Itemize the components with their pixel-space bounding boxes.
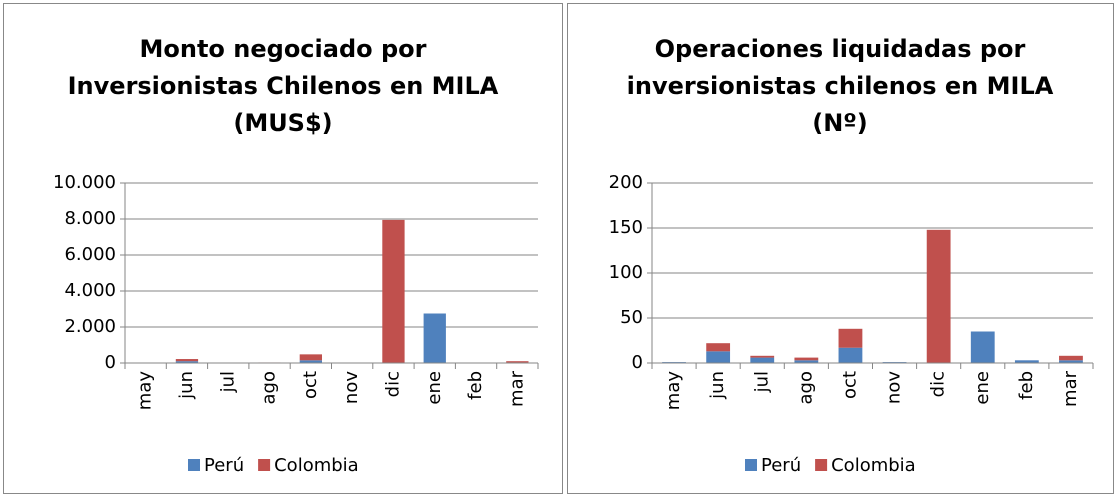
bar (299, 354, 323, 361)
bar (423, 313, 446, 363)
x-tick-label: mar (506, 370, 527, 407)
bar (706, 343, 731, 352)
bar (299, 360, 323, 363)
legend-swatch (188, 459, 200, 471)
legend-label: Perú (761, 455, 801, 476)
x-tick-label: oct (300, 371, 321, 399)
panel-border (567, 3, 1114, 494)
x-tick-label: jun (707, 371, 728, 400)
panel-border (3, 3, 563, 494)
y-tick-label: 0 (632, 352, 643, 373)
y-tick-label: 0 (105, 352, 116, 373)
bar (506, 361, 529, 363)
bar (926, 229, 951, 363)
legend-swatch (258, 459, 271, 471)
y-tick-label: 100 (609, 262, 643, 283)
bar (970, 331, 995, 363)
x-tick-label: may (663, 371, 684, 411)
x-tick-label: oct (839, 371, 860, 399)
bar (1059, 355, 1083, 361)
bar (175, 361, 199, 363)
bar (1059, 360, 1083, 363)
bar (794, 360, 819, 363)
legend-label: Colombia (831, 455, 916, 476)
y-tick-label: 8.000 (64, 208, 116, 229)
bar (382, 219, 405, 363)
x-tick-label: ago (259, 371, 280, 404)
x-tick-label: may (135, 371, 156, 411)
legend-swatch (815, 459, 828, 471)
bar (706, 351, 731, 363)
legend-label: Colombia (274, 455, 359, 476)
x-tick-label: jun (176, 371, 197, 400)
x-tick-label: ene (972, 371, 993, 405)
chart-title: Inversionistas Chilenos en MILA (68, 72, 499, 100)
x-tick-label: feb (1016, 371, 1037, 400)
x-tick-label: dic (928, 371, 949, 397)
chart-title: (MUS$) (233, 109, 332, 137)
y-tick-label: 2.000 (64, 316, 116, 337)
x-tick-label: nov (884, 371, 905, 404)
y-tick-label: 50 (620, 307, 643, 328)
x-tick-label: jul (751, 371, 772, 393)
y-tick-label: 150 (609, 217, 643, 238)
x-tick-label: jul (217, 371, 238, 393)
bar (750, 355, 775, 358)
bar (838, 328, 863, 348)
x-tick-label: nov (341, 371, 362, 404)
chart-title: Operaciones liquidadas por (655, 35, 1026, 63)
x-tick-label: mar (1060, 370, 1081, 407)
y-tick-label: 6.000 (64, 244, 116, 265)
x-tick-label: feb (465, 371, 486, 400)
x-tick-label: ago (795, 371, 816, 404)
y-tick-label: 10.000 (53, 172, 116, 193)
bar (1014, 360, 1039, 363)
legend-swatch (745, 459, 757, 471)
y-tick-label: 4.000 (64, 280, 116, 301)
chart-title: inversionistas chilenos en MILA (627, 72, 1054, 100)
chart-title: Monto negociado por (140, 35, 427, 63)
x-tick-label: dic (382, 371, 403, 397)
legend-label: Perú (204, 455, 244, 476)
chart-title: (Nº) (812, 109, 868, 137)
x-tick-label: ene (424, 371, 445, 405)
bar (794, 357, 819, 361)
bar (175, 359, 199, 362)
bar (838, 347, 863, 363)
y-tick-label: 200 (609, 172, 643, 193)
bar (750, 357, 775, 363)
